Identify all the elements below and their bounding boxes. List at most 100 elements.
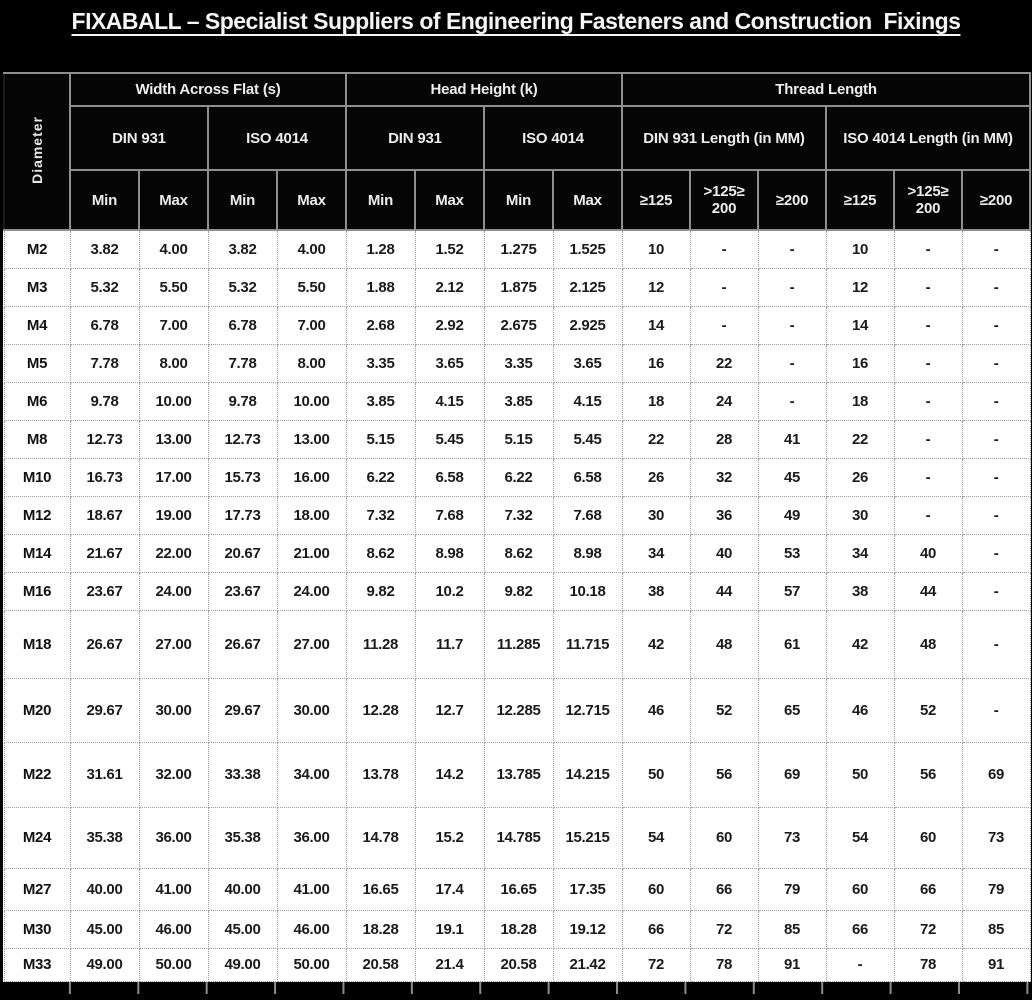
table-cell: 40	[689, 533, 759, 573]
row-header-diameter: M4	[3, 305, 71, 345]
table-cell: 3.35	[345, 343, 416, 383]
table-cell: 21.4	[414, 947, 485, 982]
table-cell: 38	[825, 571, 895, 611]
row-header-diameter: M14	[3, 533, 71, 573]
table-cell: 7.00	[276, 305, 347, 345]
table-cell: 20.67	[207, 533, 278, 573]
table-cell: 79	[961, 867, 1031, 911]
table-cell: 6.58	[414, 457, 485, 497]
table-row: M24 35.38 36.00 35.38 36.00 14.78 15.2 14.785 15…	[3, 806, 1031, 869]
table-cell: -	[961, 457, 1031, 497]
column-header: Min	[69, 169, 140, 231]
table-cell: 79	[757, 867, 827, 911]
row-header-diameter: M3	[3, 267, 71, 307]
table-cell: 49.00	[207, 947, 278, 982]
table-cell: -	[961, 305, 1031, 345]
header-row-standards: DIN 931 ISO 4014 DIN 931 ISO 4014 DIN 93…	[4, 105, 1032, 171]
table-cell: 26	[621, 457, 691, 497]
table-cell: 91	[961, 947, 1031, 982]
table-cell: 60	[825, 867, 895, 911]
table-cell: 24.00	[138, 571, 209, 611]
table-cell: 19.12	[552, 909, 623, 949]
table-cell: 5.50	[138, 267, 209, 307]
table-cell: 21.42	[552, 947, 623, 982]
column-header: >125≥ 200	[689, 169, 760, 231]
table-cell: 26.67	[69, 609, 140, 679]
table-cell: 21.67	[69, 533, 140, 573]
table-cell: 1.275	[483, 229, 554, 269]
bottom-frame-strip	[3, 981, 1029, 994]
table-cell: 14.785	[483, 806, 554, 869]
table-cell: 34	[825, 533, 895, 573]
table-cell: 40.00	[69, 867, 140, 911]
table-cell: 7.32	[345, 495, 416, 535]
table-cell: -	[961, 533, 1031, 573]
table-cell: 57	[757, 571, 827, 611]
table-cell: 22.00	[138, 533, 209, 573]
table-cell: 3.65	[552, 343, 623, 383]
table-row: M2 3.82 4.00 3.82 4.00 1.28 1.52 1.275 1.525 10- -…	[3, 229, 1031, 269]
table-cell: 48	[689, 609, 759, 679]
column-header: Max	[551, 169, 624, 231]
group-header-thread-length: Thread Length	[621, 72, 1032, 107]
column-header: ≥200	[961, 169, 1032, 231]
table-cell: 4.00	[138, 229, 209, 269]
table-cell: -	[961, 571, 1031, 611]
table-cell: 73	[961, 806, 1031, 869]
table-cell: 20.58	[345, 947, 416, 982]
table-body: M2 3.82 4.00 3.82 4.00 1.28 1.52 1.275 1.525 10- -…	[3, 229, 1031, 982]
table-cell: 6.78	[69, 305, 140, 345]
table-cell: 30	[621, 495, 691, 535]
table-cell: 36.00	[138, 806, 209, 869]
row-header-diameter: M12	[3, 495, 71, 535]
column-header: Max	[414, 169, 485, 231]
table-cell: 8.62	[345, 533, 416, 573]
table-cell: 18.28	[345, 909, 416, 949]
table-cell: 1.525	[552, 229, 623, 269]
table-cell: 13.78	[345, 741, 416, 808]
table-cell: 66	[825, 909, 895, 949]
table-cell: -	[961, 495, 1031, 535]
table-cell: 45	[757, 457, 827, 497]
table-cell: 3.35	[483, 343, 554, 383]
table-cell: 26	[825, 457, 895, 497]
table-cell: 35.38	[207, 806, 278, 869]
table-cell: 54	[621, 806, 691, 869]
table-cell: 23.67	[69, 571, 140, 611]
table-row: M27 40.00 41.00 40.00 41.00 16.65 17.4 16.65 17.…	[3, 867, 1031, 911]
column-header: Max	[276, 169, 347, 231]
table-cell: -	[893, 381, 963, 421]
table-cell: 49	[757, 495, 827, 535]
table-cell: 60	[621, 867, 691, 911]
row-header-diameter: M2	[3, 229, 71, 269]
table-cell: 13.785	[483, 741, 554, 808]
row-header-diameter: M16	[3, 571, 71, 611]
table-cell: -	[961, 419, 1031, 459]
table-cell: 36	[689, 495, 759, 535]
table-cell: 22	[689, 343, 759, 383]
table-row: M5 7.78 8.00 7.78 8.00 3.35 3.65 3.35 3.65 16 22-1…	[3, 343, 1031, 383]
table-cell: 27.00	[138, 609, 209, 679]
table-cell: 46	[621, 677, 691, 743]
table-cell: 20.58	[483, 947, 554, 982]
table-cell: 13.00	[276, 419, 347, 459]
table-cell: 40	[893, 533, 963, 573]
table-cell: 24.00	[276, 571, 347, 611]
table-cell: 45.00	[207, 909, 278, 949]
table-cell: 16.73	[69, 457, 140, 497]
fastener-spec-table: Diameter Width Across Flat (s) Head Heig…	[3, 72, 1032, 982]
table-cell: 7.32	[483, 495, 554, 535]
table-cell: 34.00	[276, 741, 347, 808]
table-cell: 50.00	[138, 947, 209, 982]
table-cell: -	[689, 229, 759, 269]
table-cell: 17.4	[414, 867, 485, 911]
table-cell: 33.38	[207, 741, 278, 808]
table-cell: 2.68	[345, 305, 416, 345]
table-cell: 10.2	[414, 571, 485, 611]
table-cell: 22	[825, 419, 895, 459]
row-header-diameter: M20	[3, 677, 71, 743]
title-band: FIXABALL – Specialist Suppliers of Engin…	[3, 0, 1029, 72]
table-cell: 1.28	[345, 229, 416, 269]
table-cell: 18.67	[69, 495, 140, 535]
subgroup-header-din931-waf: DIN 931	[69, 105, 209, 171]
